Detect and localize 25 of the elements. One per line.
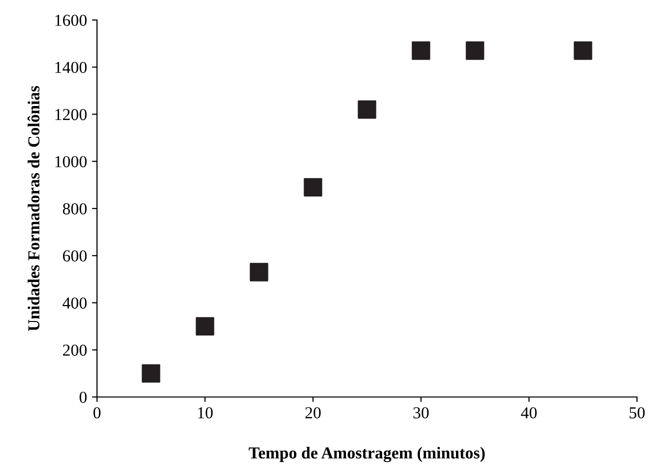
y-axis-title: Unidades Formadoras de Colônias — [28, 86, 40, 332]
x-tick-label: 10 — [198, 407, 213, 418]
y-tick-label: 0 — [80, 392, 87, 403]
point — [412, 41, 430, 60]
x-tick-label: 20 — [305, 407, 321, 418]
point — [142, 364, 160, 383]
x-tick-label: 0 — [93, 407, 101, 418]
y-tick-label: 1600 — [55, 14, 87, 26]
y-tick-label: 800 — [62, 203, 87, 214]
y-tick-label: 600 — [62, 250, 87, 262]
point — [196, 317, 214, 336]
point — [304, 178, 322, 196]
x-tick-label: 40 — [520, 407, 537, 418]
y-tick-label: 1000 — [55, 156, 87, 168]
point — [466, 41, 484, 60]
x-tick-label: 30 — [413, 407, 429, 418]
y-tick-label: 200 — [63, 344, 87, 356]
y-tick-label: 400 — [62, 297, 87, 309]
x-tick-label: 50 — [630, 407, 645, 418]
y-tick-label: 1200 — [55, 108, 87, 120]
y-tick-label: 1400 — [55, 62, 87, 74]
x-axis-title: Tempo de Amostragem (minutos) — [248, 446, 485, 462]
point — [574, 41, 592, 60]
point — [250, 262, 268, 282]
point — [358, 100, 376, 119]
